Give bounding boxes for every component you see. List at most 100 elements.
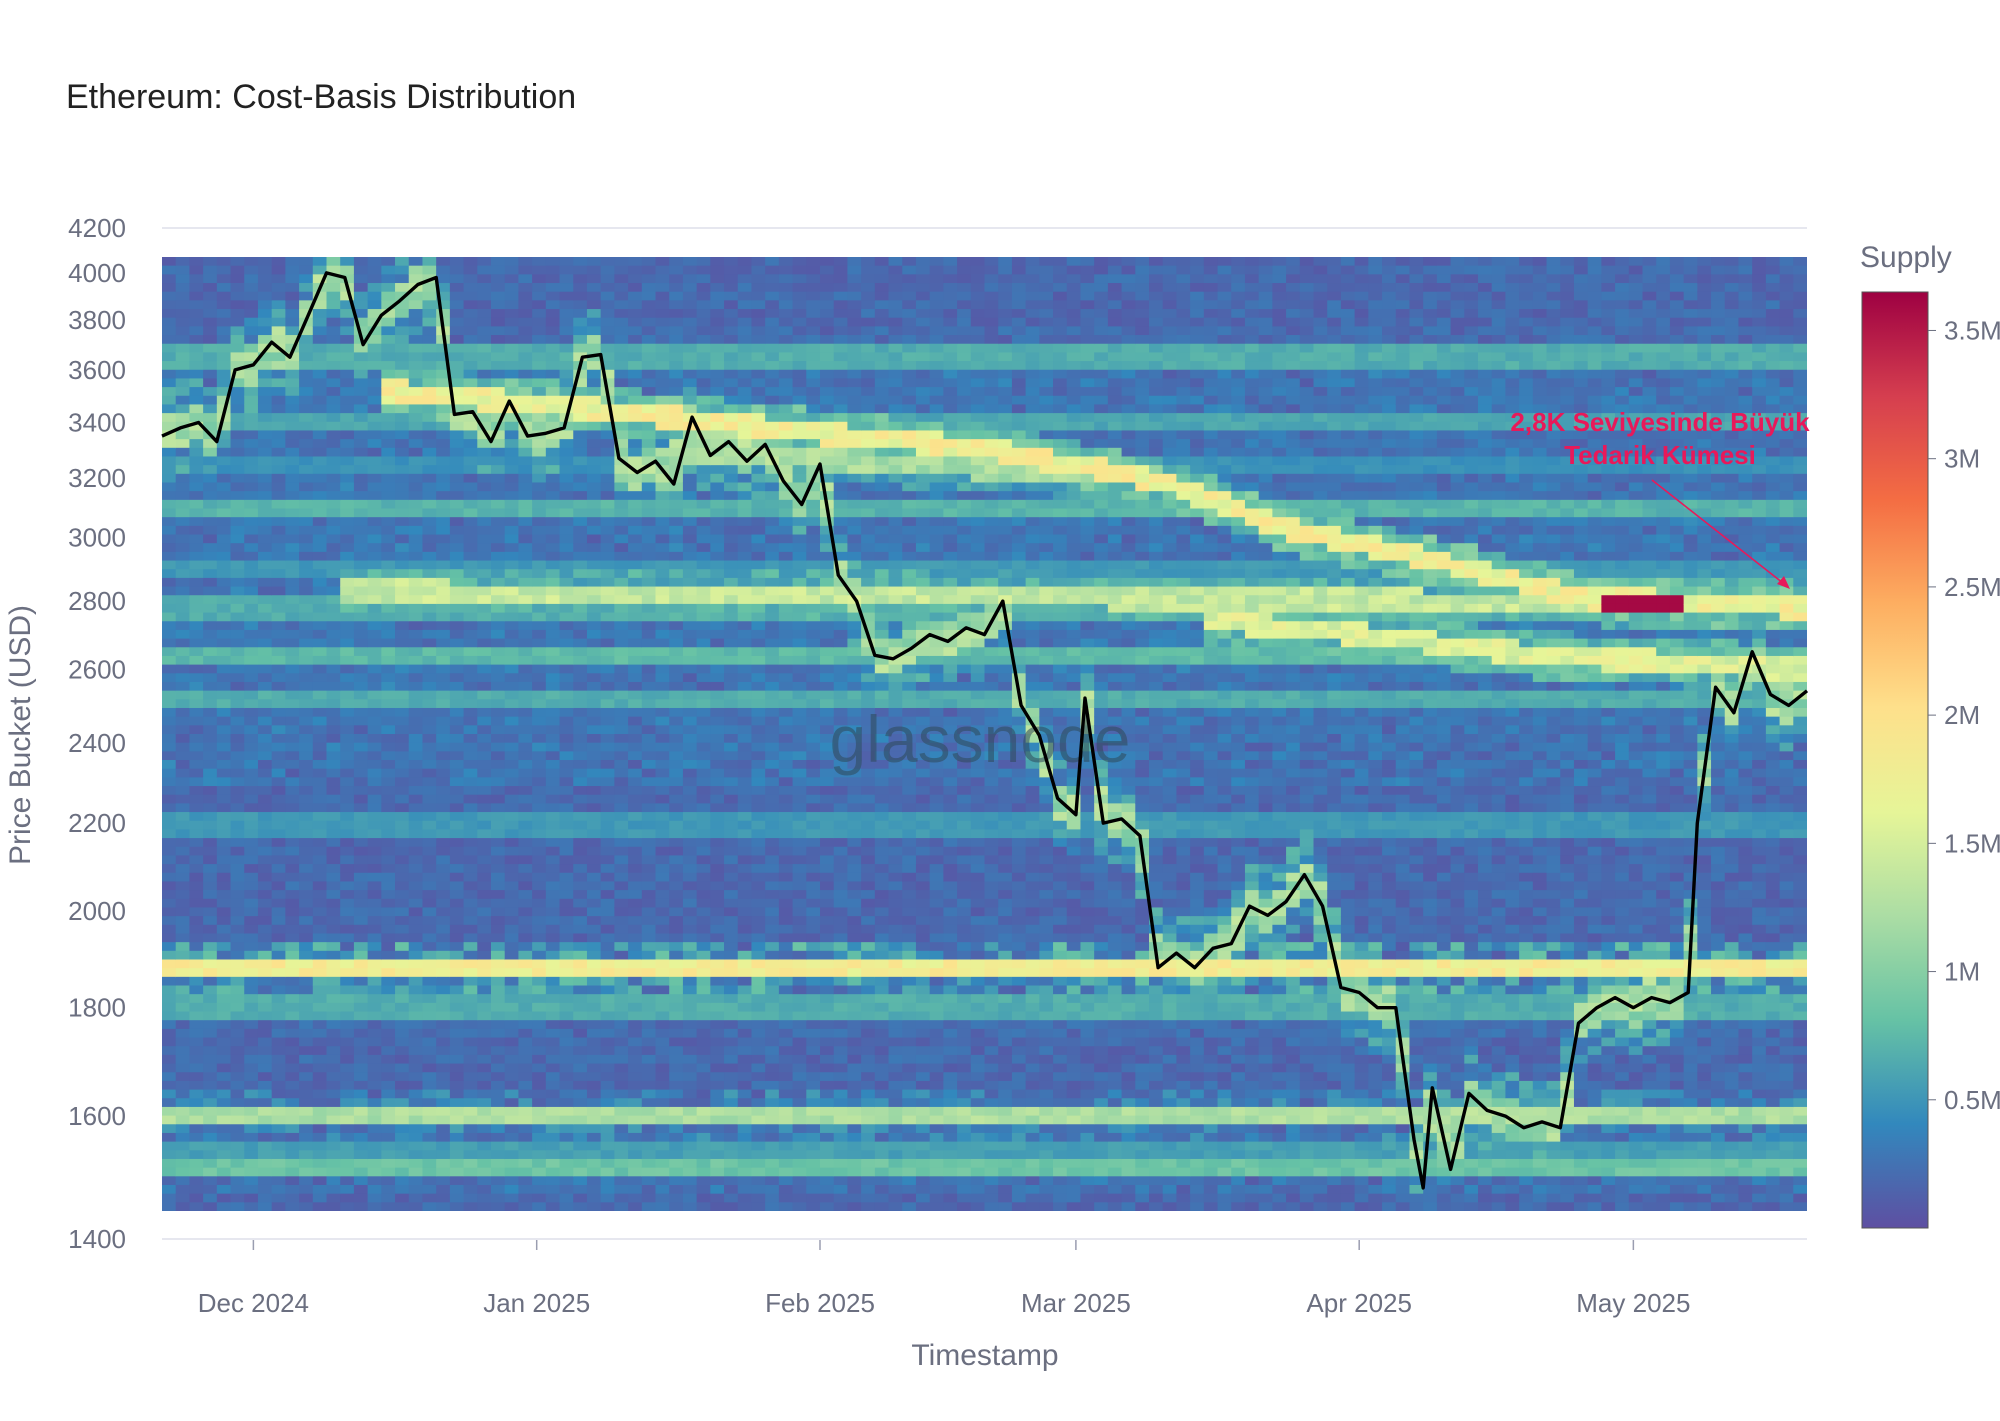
heatmap-cell — [559, 629, 574, 640]
heatmap-cell — [449, 864, 465, 874]
heatmap-cell — [477, 465, 492, 475]
heatmap-cell — [395, 257, 410, 267]
heatmap-cell — [257, 473, 273, 484]
heatmap-cell — [216, 1132, 232, 1143]
heatmap-cell — [189, 942, 204, 952]
heatmap-cell — [682, 647, 698, 657]
heatmap-cell — [751, 838, 766, 848]
heatmap-cell — [628, 621, 643, 631]
heatmap-cell — [381, 274, 396, 284]
heatmap-cell — [641, 1028, 657, 1039]
heatmap-cell — [216, 1080, 232, 1091]
heatmap-cell — [436, 621, 451, 631]
heatmap-cell — [230, 595, 245, 605]
heatmap-cell — [271, 335, 286, 345]
heatmap-cell — [463, 768, 478, 778]
heatmap-cell — [285, 742, 300, 752]
heatmap-cell — [299, 1011, 314, 1021]
heatmap-cell — [312, 690, 328, 700]
heatmap-cell — [724, 760, 739, 770]
heatmap-cell — [189, 369, 204, 380]
heatmap-cell — [737, 760, 753, 770]
heatmap-cell — [628, 534, 643, 544]
heatmap-cell — [491, 734, 506, 744]
heatmap-cell — [586, 577, 602, 588]
heatmap-cell — [271, 352, 286, 362]
heatmap-cell — [353, 543, 369, 553]
heatmap-cell — [340, 1202, 355, 1211]
heatmap-cell — [491, 326, 506, 336]
heatmap-cell — [710, 491, 725, 501]
heatmap-cell — [381, 525, 396, 536]
heatmap-cell — [436, 803, 451, 813]
heatmap-cell — [751, 517, 766, 527]
heatmap-cell — [710, 560, 725, 570]
heatmap-cell — [271, 404, 286, 414]
heatmap-cell — [422, 872, 437, 883]
heatmap-cell — [765, 690, 780, 700]
heatmap-cell — [353, 1106, 369, 1117]
heatmap-cell — [395, 707, 410, 718]
heatmap-cell — [600, 1080, 615, 1091]
heatmap-cell — [696, 1193, 711, 1203]
heatmap-cell — [381, 1158, 396, 1169]
heatmap-cell — [326, 673, 341, 683]
heatmap-cell — [532, 1106, 547, 1117]
heatmap-cell — [326, 942, 341, 952]
heatmap-cell — [600, 976, 615, 987]
heatmap-cell — [477, 681, 492, 692]
heatmap-cell — [765, 655, 780, 666]
heatmap-cell — [724, 569, 739, 579]
heatmap-cell — [682, 716, 698, 726]
heatmap-cell — [230, 317, 245, 327]
heatmap-cell — [449, 1150, 465, 1160]
heatmap-cell — [244, 916, 259, 926]
heatmap-cell — [737, 734, 753, 744]
heatmap-cell — [189, 274, 204, 284]
heatmap-cell — [162, 950, 177, 961]
heatmap-cell — [449, 621, 465, 631]
heatmap-cell — [545, 257, 561, 267]
heatmap-cell — [518, 933, 533, 943]
heatmap-cell — [532, 326, 547, 336]
heatmap-cell — [353, 1054, 369, 1065]
heatmap-cell — [367, 699, 382, 709]
heatmap-cell — [367, 421, 382, 432]
heatmap-cell — [477, 473, 492, 484]
heatmap-cell — [765, 361, 780, 371]
heatmap-cell — [710, 612, 725, 622]
heatmap-cell — [655, 326, 670, 336]
heatmap-cell — [641, 1080, 657, 1091]
heatmap-cell — [285, 534, 300, 544]
heatmap-cell — [724, 673, 739, 683]
heatmap-cell — [532, 924, 547, 935]
heatmap-cell — [559, 959, 574, 969]
heatmap-cell — [299, 525, 314, 536]
heatmap-cell — [395, 1072, 410, 1082]
heatmap-cell — [408, 439, 424, 449]
heatmap-cell — [189, 1124, 204, 1134]
heatmap-cell — [586, 768, 602, 778]
heatmap-cell — [710, 508, 725, 518]
heatmap-cell — [765, 473, 780, 484]
heatmap-cell — [724, 707, 739, 718]
heatmap-cell — [463, 907, 478, 917]
heatmap-cell — [751, 959, 766, 969]
heatmap-cell — [395, 1167, 410, 1177]
heatmap-cell — [586, 786, 602, 796]
heatmap-cell — [641, 499, 657, 510]
heatmap-cell — [463, 777, 478, 787]
heatmap-cell — [724, 1124, 739, 1134]
heatmap-cell — [189, 309, 204, 319]
heatmap-cell — [628, 1176, 643, 1186]
heatmap-cell — [436, 1046, 451, 1056]
heatmap-cell — [682, 725, 698, 735]
heatmap-cell — [586, 1202, 602, 1211]
heatmap-cell — [504, 456, 520, 466]
heatmap-cell — [491, 612, 506, 622]
heatmap-cell — [518, 1150, 533, 1160]
heatmap-cell — [586, 872, 602, 883]
heatmap-cell — [436, 352, 451, 362]
heatmap-cell — [477, 994, 492, 1004]
heatmap-cell — [682, 959, 698, 969]
